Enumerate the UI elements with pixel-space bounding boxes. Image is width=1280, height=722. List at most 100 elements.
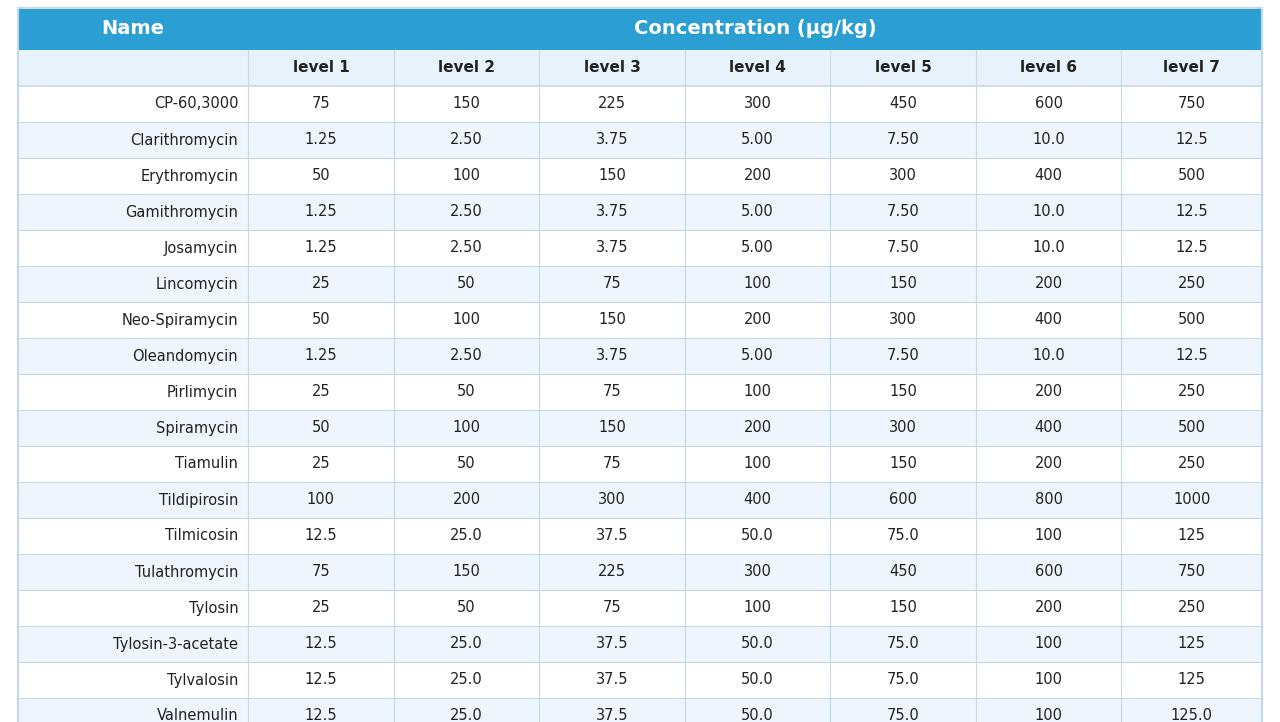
Text: 37.5: 37.5 — [595, 637, 628, 651]
Text: 100: 100 — [452, 168, 480, 183]
Bar — [975, 230, 1121, 266]
Text: 125: 125 — [1178, 529, 1206, 544]
Bar — [539, 50, 685, 86]
Text: 7.50: 7.50 — [887, 133, 919, 147]
Bar — [394, 338, 539, 374]
Bar — [1121, 302, 1262, 338]
Text: 37.5: 37.5 — [595, 672, 628, 687]
Bar — [248, 230, 394, 266]
Bar — [394, 374, 539, 410]
Text: 12.5: 12.5 — [305, 672, 337, 687]
Text: Tildipirosin: Tildipirosin — [159, 492, 238, 508]
Text: 150: 150 — [453, 97, 480, 111]
Text: 50: 50 — [311, 168, 330, 183]
Bar — [394, 410, 539, 446]
Text: 250: 250 — [1178, 601, 1206, 615]
Text: 150: 150 — [453, 565, 480, 580]
Text: 100: 100 — [452, 420, 480, 435]
Bar — [685, 410, 831, 446]
Bar — [975, 662, 1121, 698]
Bar — [975, 158, 1121, 194]
Bar — [685, 374, 831, 410]
Bar — [975, 410, 1121, 446]
Text: 300: 300 — [890, 168, 916, 183]
Text: 10.0: 10.0 — [1032, 204, 1065, 219]
Text: 100: 100 — [1034, 529, 1062, 544]
Bar — [248, 194, 394, 230]
Text: 3.75: 3.75 — [595, 133, 628, 147]
Text: 50: 50 — [311, 420, 330, 435]
Text: 5.00: 5.00 — [741, 133, 774, 147]
Bar — [539, 626, 685, 662]
Text: Josamycin: Josamycin — [164, 240, 238, 256]
Bar — [394, 194, 539, 230]
Bar — [975, 590, 1121, 626]
Bar — [831, 266, 975, 302]
Bar — [685, 230, 831, 266]
Bar — [539, 374, 685, 410]
Bar — [539, 230, 685, 266]
Text: Valnemulin: Valnemulin — [156, 708, 238, 722]
Bar — [831, 662, 975, 698]
Text: 37.5: 37.5 — [595, 529, 628, 544]
Bar — [685, 338, 831, 374]
Bar — [831, 518, 975, 554]
Text: 50.0: 50.0 — [741, 708, 774, 722]
Bar — [831, 626, 975, 662]
Text: 300: 300 — [598, 492, 626, 508]
Bar — [394, 698, 539, 722]
Text: 200: 200 — [1034, 277, 1062, 292]
Bar — [1121, 482, 1262, 518]
Text: 2.50: 2.50 — [451, 349, 483, 363]
Text: Oleandomycin: Oleandomycin — [133, 349, 238, 363]
Text: Clarithromycin: Clarithromycin — [131, 133, 238, 147]
Bar — [831, 50, 975, 86]
Bar — [539, 554, 685, 590]
Bar — [18, 590, 248, 626]
Bar — [831, 590, 975, 626]
Bar — [685, 662, 831, 698]
Text: 300: 300 — [890, 420, 916, 435]
Bar — [975, 86, 1121, 122]
Text: 25: 25 — [311, 277, 330, 292]
Text: Tylosin-3-acetate: Tylosin-3-acetate — [113, 637, 238, 651]
Bar — [685, 554, 831, 590]
Bar — [1121, 266, 1262, 302]
Bar — [248, 482, 394, 518]
Text: 1.25: 1.25 — [305, 133, 337, 147]
Bar — [18, 194, 248, 230]
Text: 50.0: 50.0 — [741, 637, 774, 651]
Text: 150: 150 — [598, 313, 626, 328]
Text: level 6: level 6 — [1020, 61, 1078, 76]
Bar — [831, 86, 975, 122]
Bar — [394, 266, 539, 302]
Bar — [394, 230, 539, 266]
Text: 150: 150 — [890, 277, 916, 292]
Bar — [18, 554, 248, 590]
Text: 12.5: 12.5 — [1175, 349, 1208, 363]
Bar — [394, 482, 539, 518]
Bar — [248, 374, 394, 410]
Bar — [18, 230, 248, 266]
Text: Tylvalosin: Tylvalosin — [166, 672, 238, 687]
Text: Pirlimycin: Pirlimycin — [166, 385, 238, 399]
Bar — [1121, 626, 1262, 662]
Text: 25.0: 25.0 — [451, 672, 483, 687]
Text: 500: 500 — [1178, 313, 1206, 328]
Bar — [975, 626, 1121, 662]
Bar — [1121, 662, 1262, 698]
Text: 50: 50 — [457, 277, 476, 292]
Text: 125.0: 125.0 — [1171, 708, 1212, 722]
Bar — [1121, 518, 1262, 554]
Bar — [248, 446, 394, 482]
Text: 12.5: 12.5 — [305, 637, 337, 651]
Bar — [539, 410, 685, 446]
Text: 25.0: 25.0 — [451, 708, 483, 722]
Text: 100: 100 — [452, 313, 480, 328]
Bar — [831, 554, 975, 590]
Bar — [975, 338, 1121, 374]
Text: 1.25: 1.25 — [305, 204, 337, 219]
Text: 150: 150 — [598, 420, 626, 435]
Text: 400: 400 — [1034, 168, 1062, 183]
Text: 225: 225 — [598, 97, 626, 111]
